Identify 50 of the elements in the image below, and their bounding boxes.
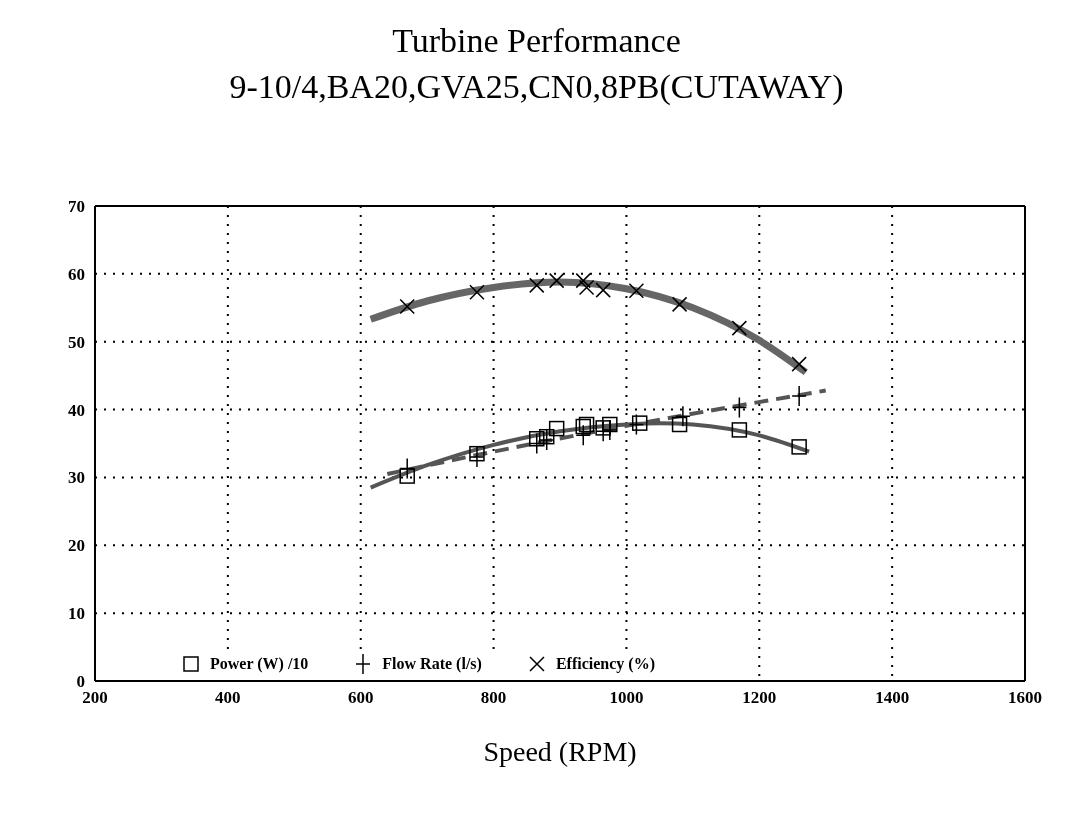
x-tick-label: 800 <box>480 688 507 708</box>
point <box>731 396 748 419</box>
point <box>469 446 485 468</box>
y-tick-label: 30 <box>68 468 85 488</box>
point <box>578 416 595 433</box>
point <box>671 296 688 313</box>
y-tick-label: 10 <box>68 604 85 624</box>
point <box>602 416 618 433</box>
point <box>791 385 807 407</box>
point <box>628 413 645 436</box>
point <box>548 272 565 289</box>
x-tick-label: 400 <box>215 688 241 708</box>
x-tick-label: 1600 <box>1008 688 1042 708</box>
y-tick-label: 70 <box>68 197 85 217</box>
point <box>469 284 485 300</box>
point <box>671 416 688 433</box>
point <box>538 428 555 445</box>
x-tick-label: 1200 <box>742 688 777 708</box>
point <box>399 298 415 315</box>
x-tick-label: 1000 <box>609 688 644 708</box>
point <box>575 418 591 435</box>
y-tick-label: 60 <box>68 264 85 284</box>
legend-label: Power (W) /10 <box>210 655 309 673</box>
y-tick-label: 0 <box>76 672 85 692</box>
y-tick-label: 50 <box>68 332 85 352</box>
point <box>538 429 555 451</box>
point <box>731 422 748 438</box>
chart-subtitle: 9-10/4,BA20,GVA25,CN0,8PB(CUTAWAY) <box>228 67 845 107</box>
point <box>631 415 648 431</box>
point <box>529 431 545 447</box>
x-axis-title: Speed (RPM) <box>483 736 637 767</box>
point <box>791 356 807 372</box>
point <box>529 277 545 294</box>
point <box>548 420 565 437</box>
x-tick-label: 200 <box>82 688 108 708</box>
point <box>595 282 611 298</box>
point <box>628 283 645 299</box>
y-tick-label: 40 <box>68 400 85 420</box>
point <box>469 445 485 462</box>
x-tick-label: 600 <box>347 688 374 708</box>
point <box>399 468 415 484</box>
x-tick-label: 1400 <box>875 688 910 708</box>
legend-label: Flow Rate (l/s) <box>382 655 482 673</box>
point <box>791 439 807 455</box>
chart-title: Turbine Performance <box>391 21 682 61</box>
point <box>731 320 748 336</box>
y-tick-label: 20 <box>68 536 85 556</box>
legend-label: Efficiency (%) <box>555 655 655 673</box>
point <box>595 420 611 436</box>
point <box>575 272 591 289</box>
